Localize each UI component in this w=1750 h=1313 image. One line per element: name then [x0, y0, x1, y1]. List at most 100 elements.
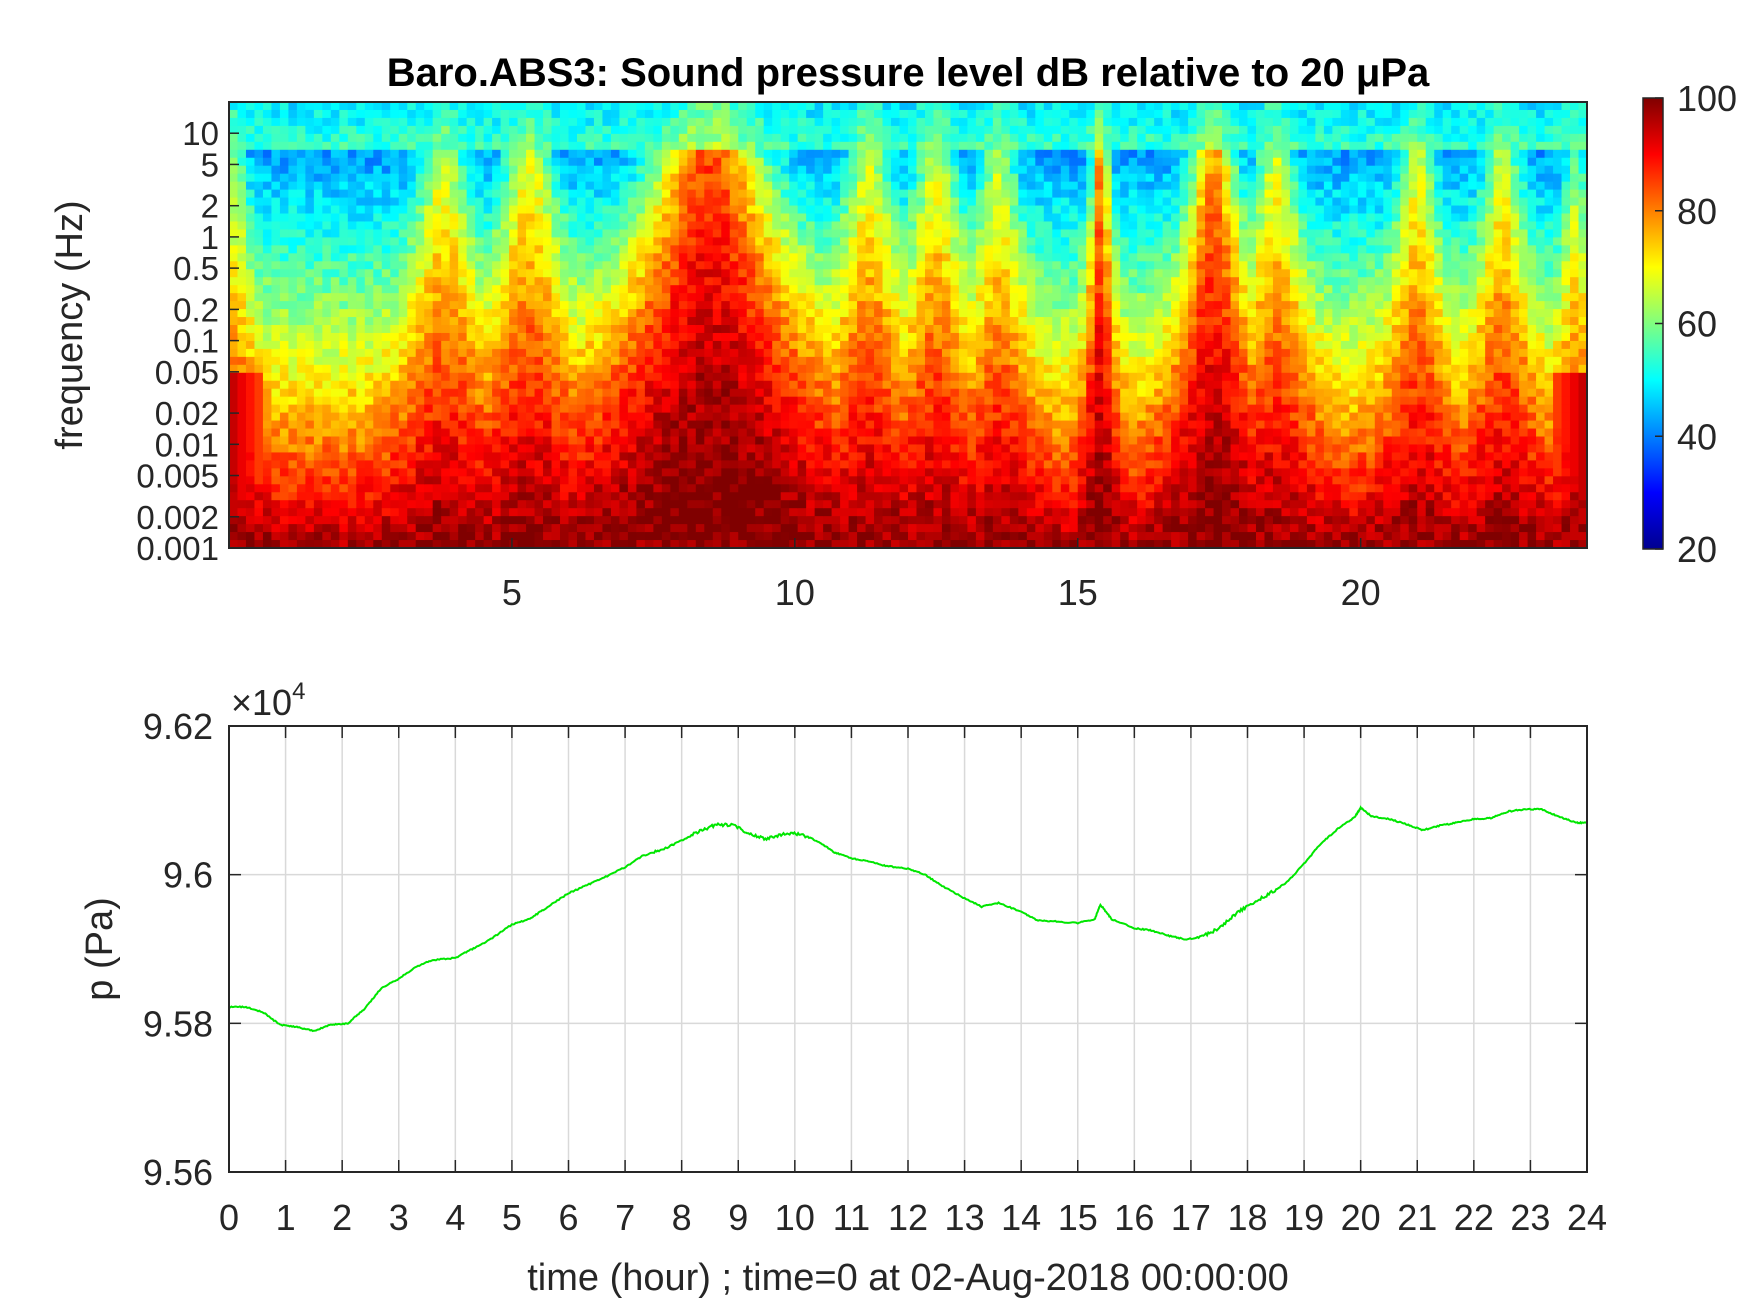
heatmap-cell	[644, 420, 654, 430]
heatmap-cell	[551, 508, 561, 517]
heatmap-cell	[789, 102, 799, 111]
heatmap-cell	[593, 540, 604, 548]
heatmap-cell	[806, 109, 816, 119]
heatmap-cell	[543, 404, 553, 414]
heatmap-cell	[857, 117, 867, 127]
heatmap-cell	[602, 532, 612, 541]
heatmap-cell	[492, 317, 502, 326]
heatmap-cell	[806, 372, 816, 382]
heatmap-cell	[296, 412, 306, 422]
heatmap-cell	[288, 309, 298, 318]
heatmap-cell	[526, 396, 536, 406]
heatmap-cell	[593, 460, 604, 469]
heatmap-cell	[296, 133, 306, 143]
heatmap-cell	[865, 253, 875, 262]
heatmap-cell	[245, 237, 256, 246]
heatmap-cell	[585, 293, 595, 302]
heatmap-cell	[492, 388, 502, 398]
heatmap-cell	[670, 102, 680, 111]
heatmap-cell	[373, 285, 383, 294]
heatmap-cell	[593, 173, 604, 183]
heatmap-cell	[356, 229, 366, 238]
heatmap-cell	[279, 332, 290, 342]
heatmap-cell	[390, 325, 400, 334]
heatmap-cell	[891, 125, 901, 135]
heatmap-cell	[712, 356, 722, 366]
heatmap-cell	[381, 261, 391, 270]
heatmap-cell	[543, 388, 553, 398]
heatmap-cell	[924, 380, 935, 390]
heatmap-cell	[398, 516, 408, 525]
heatmap-cell	[924, 181, 935, 191]
heatmap-cell	[975, 149, 985, 159]
heatmap-cell	[933, 181, 943, 191]
heatmap-cell	[466, 165, 476, 175]
heatmap-cell	[356, 149, 366, 159]
heatmap-cell	[254, 428, 264, 438]
heatmap-cell	[313, 404, 323, 414]
heatmap-cell	[967, 253, 977, 262]
heatmap-cell	[797, 340, 807, 350]
heatmap-cell	[950, 309, 960, 318]
heatmap-cell	[916, 340, 926, 350]
heatmap-cell	[424, 348, 434, 358]
heatmap-cell	[441, 364, 451, 374]
heatmap-cell	[407, 285, 417, 294]
heatmap-cell	[254, 253, 264, 262]
heatmap-cell	[772, 277, 782, 286]
heatmap-cell	[950, 372, 960, 382]
heatmap-cell	[678, 157, 688, 167]
heatmap-cell	[865, 189, 875, 199]
heatmap-cell	[509, 221, 519, 231]
heatmap-cell	[390, 476, 400, 485]
heatmap-cell	[789, 468, 799, 477]
heatmap-cell	[441, 492, 451, 501]
heatmap-cell	[865, 428, 875, 438]
heatmap-cell	[398, 452, 408, 461]
heatmap-cell	[891, 277, 901, 286]
heatmap-cell	[653, 277, 663, 286]
heatmap-cell	[619, 301, 629, 310]
heatmap-cell	[823, 364, 833, 374]
heatmap-cell	[924, 420, 935, 430]
heatmap-cell	[449, 173, 459, 183]
heatmap-cell	[585, 133, 595, 143]
heatmap-cell	[831, 348, 841, 358]
heatmap-cell	[797, 420, 807, 430]
heatmap-cell	[254, 388, 264, 398]
heatmap-cell	[653, 102, 663, 111]
heatmap-cell	[517, 269, 527, 278]
heatmap-cell	[356, 364, 366, 374]
heatmap-cell	[254, 189, 264, 199]
heatmap-cell	[958, 340, 969, 350]
heatmap-cell	[653, 524, 663, 533]
heatmap-cell	[475, 356, 485, 366]
heatmap-cell	[381, 197, 391, 207]
heatmap-cell	[279, 372, 290, 382]
heatmap-cell	[279, 102, 290, 111]
heatmap-cell	[704, 524, 714, 533]
heatmap-cell	[712, 277, 722, 286]
heatmap-cell	[695, 380, 705, 390]
heatmap-cell	[381, 340, 391, 350]
heatmap-cell	[780, 237, 790, 246]
heatmap-cell	[381, 444, 391, 454]
heatmap-cell	[950, 340, 960, 350]
heatmap-cell	[721, 325, 731, 334]
heatmap-cell	[432, 516, 442, 525]
heatmap-cell	[271, 492, 281, 501]
heatmap-cell	[330, 205, 340, 215]
heatmap-cell	[789, 229, 799, 238]
heatmap-cell	[678, 420, 688, 430]
heatmap-cell	[390, 229, 400, 238]
heatmap-cell	[789, 173, 799, 183]
heatmap-cell	[458, 444, 468, 454]
heatmap-cell	[296, 540, 306, 548]
heatmap-cell	[441, 245, 451, 254]
heatmap-cell	[398, 157, 408, 167]
heatmap-cell	[848, 285, 858, 294]
heatmap-cell	[347, 332, 357, 342]
heatmap-cell	[729, 516, 739, 525]
heatmap-cell	[636, 404, 646, 414]
heatmap-cell	[908, 197, 918, 207]
